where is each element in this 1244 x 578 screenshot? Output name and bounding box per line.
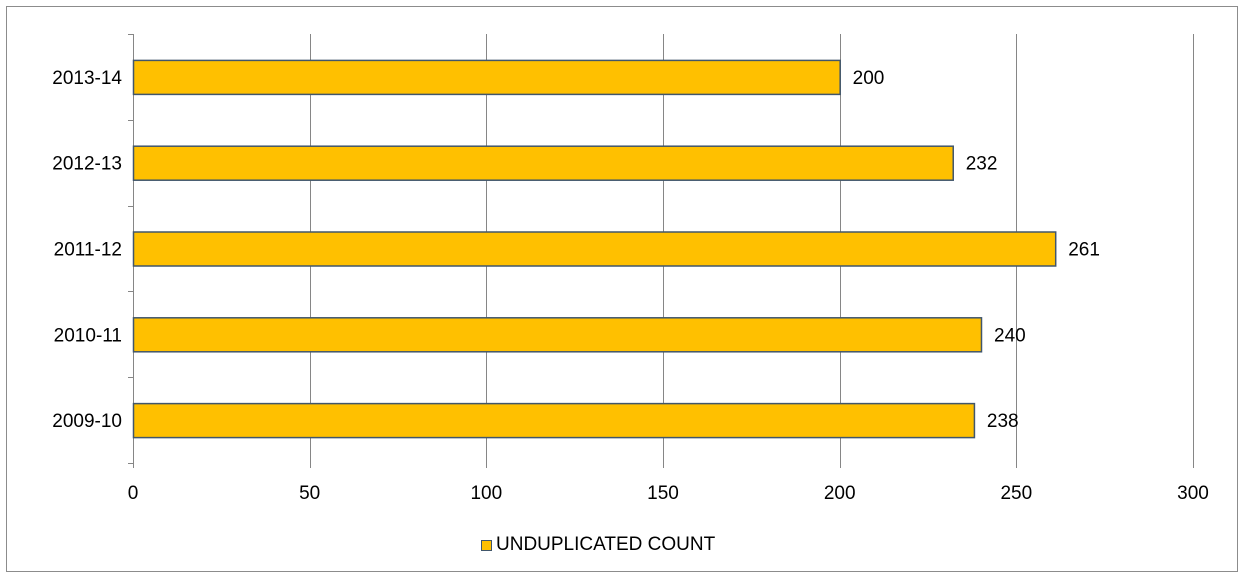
category-label-2011-12: 2011-12: [54, 240, 122, 261]
x-tick-label-5: 250: [1000, 483, 1032, 504]
data-label-2012-13: 232: [966, 154, 998, 175]
category-label-2012-13: 2012-13: [52, 154, 122, 175]
bar-2009-10: [132, 402, 976, 439]
x-tick-label-3: 150: [647, 483, 679, 504]
bar-2012-13: [132, 145, 954, 181]
data-label-2013-14: 200: [853, 68, 885, 89]
data-label-2009-10: 238: [987, 411, 1019, 432]
legend: UNDUPLICATED COUNT: [481, 533, 715, 557]
legend-swatch: [481, 539, 492, 551]
x-tick-label-2: 100: [470, 483, 502, 504]
category-label-2010-11: 2010-11: [54, 325, 122, 346]
bar-2010-11: [132, 317, 983, 353]
category-label-2013-14: 2013-14: [52, 68, 122, 89]
data-label-2010-11: 240: [994, 325, 1026, 346]
x-tick-label-0: 0: [128, 483, 139, 504]
x-tick-label-4: 200: [824, 483, 856, 504]
data-label-2011-12: 261: [1068, 240, 1100, 261]
category-label-2009-10: 2009-10: [52, 411, 122, 432]
x-tick-label-6: 300: [1177, 483, 1209, 504]
bar-2013-14: [132, 59, 841, 96]
x-tick-label-1: 50: [299, 483, 320, 504]
bar-2011-12: [132, 231, 1057, 267]
chart-frame: [6, 6, 1238, 572]
legend-label: UNDUPLICATED COUNT: [496, 534, 716, 555]
